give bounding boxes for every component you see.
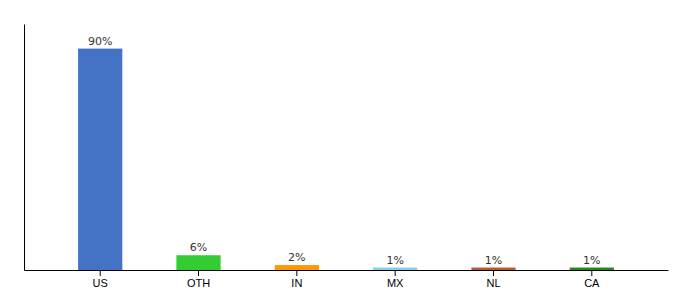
- x-tick: NL: [486, 270, 500, 289]
- x-tick: MX: [387, 270, 404, 289]
- x-tick-mark: [591, 270, 592, 276]
- data-label: 1%: [386, 254, 403, 267]
- bar: [471, 268, 515, 270]
- bars: [78, 49, 614, 270]
- bar: [570, 268, 614, 270]
- bar: [275, 265, 319, 270]
- x-tick-mark: [198, 270, 199, 276]
- x-tick-label: CA: [584, 277, 600, 289]
- chart: US OTH IN MX NL CA 90% 6% 2% 1% 1% 1%: [0, 0, 680, 300]
- x-tick-label: US: [93, 277, 108, 289]
- data-label: 1%: [583, 254, 600, 267]
- x-tick-mark: [100, 270, 101, 276]
- data-label: 2%: [288, 251, 305, 264]
- y-axis-line: [24, 25, 25, 271]
- data-label: 90%: [88, 35, 112, 48]
- bar: [78, 49, 122, 270]
- bar: [176, 255, 220, 270]
- x-tick: CA: [584, 270, 600, 289]
- data-label: 6%: [190, 241, 207, 254]
- x-tick-label: MX: [387, 277, 404, 289]
- x-axis-line: [25, 270, 669, 271]
- x-tick-mark: [395, 270, 396, 276]
- y-axis: [24, 25, 25, 271]
- plot: US OTH IN MX NL CA 90% 6% 2% 1% 1% 1%: [25, 25, 669, 289]
- x-tick-mark: [296, 270, 297, 276]
- x-axis: US OTH IN MX NL CA: [25, 270, 669, 289]
- x-tick: IN: [291, 270, 302, 289]
- bar: [373, 268, 417, 270]
- x-tick: OTH: [187, 270, 210, 289]
- x-tick-label: NL: [486, 277, 500, 289]
- data-labels: 90% 6% 2% 1% 1% 1%: [88, 35, 601, 267]
- x-tick-mark: [493, 270, 494, 276]
- x-tick-label: OTH: [187, 277, 210, 289]
- x-tick: US: [93, 270, 108, 289]
- data-label: 1%: [485, 254, 502, 267]
- x-tick-label: IN: [291, 277, 302, 289]
